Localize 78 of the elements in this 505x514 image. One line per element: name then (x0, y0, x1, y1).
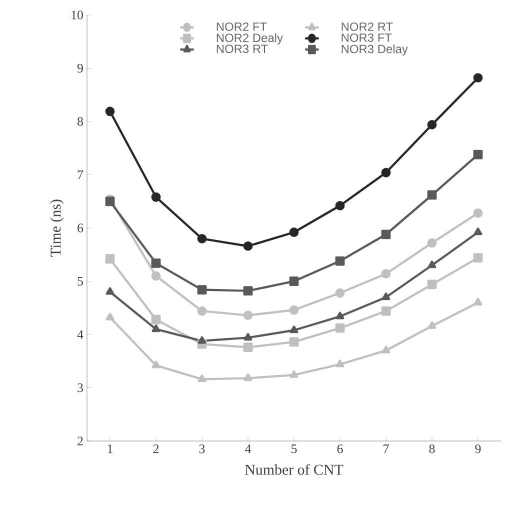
point (382, 292, 390, 300)
point (473, 253, 483, 263)
point (335, 200, 345, 210)
point (198, 336, 206, 344)
point (335, 288, 345, 298)
legend-label: NOR3 Delay (342, 44, 408, 56)
point (105, 106, 115, 116)
point (151, 258, 161, 268)
point (427, 190, 437, 200)
legend-label: NOR3 FT (342, 33, 392, 42)
point (152, 324, 160, 332)
y-tick-label: 4 (77, 330, 84, 339)
point (243, 310, 253, 320)
point (244, 373, 252, 382)
point (197, 306, 207, 316)
x-tick-label: 6 (337, 444, 343, 454)
point (105, 254, 115, 264)
point (474, 298, 482, 306)
legend-label: NOR2 FT (216, 22, 267, 31)
point (474, 228, 482, 236)
point (473, 73, 483, 83)
point (152, 360, 160, 368)
point (381, 230, 391, 240)
y-tick-label: 5 (78, 276, 83, 286)
y-tick-label: 7 (78, 170, 84, 179)
y-axis-title: Time (ns) (50, 200, 64, 257)
y-tick-label: 3 (78, 383, 83, 392)
x-axis-title: Number of CNT (245, 464, 344, 475)
point (106, 312, 114, 320)
point (336, 312, 344, 320)
point (151, 192, 161, 202)
point (428, 260, 436, 268)
point (244, 333, 252, 341)
point (427, 120, 437, 130)
y-tick-label: 9 (77, 64, 83, 73)
point (335, 256, 345, 266)
point (289, 276, 299, 286)
point (381, 269, 391, 278)
legend-label: NOR2 RT (342, 22, 393, 31)
point (335, 323, 345, 333)
x-tick-label: 3 (199, 444, 205, 454)
x-tick-label: 2 (153, 444, 159, 454)
point (198, 374, 206, 382)
point (151, 271, 161, 281)
point (289, 305, 299, 315)
point (197, 234, 207, 244)
point (106, 287, 114, 295)
point (105, 196, 115, 206)
point (427, 280, 437, 290)
point (243, 241, 253, 251)
x-tick-label: 4 (245, 444, 252, 454)
point (197, 285, 207, 294)
y-tick-label: 10 (72, 10, 83, 20)
x-tick-label: 8 (429, 444, 435, 454)
point (151, 314, 161, 324)
point (289, 228, 299, 237)
y-tick-label: 2 (78, 436, 83, 446)
y-tick-label: 6 (78, 224, 84, 232)
point (473, 208, 483, 218)
point (427, 238, 437, 248)
legend-label: NOR2 Dealy (216, 33, 283, 44)
point (243, 286, 253, 296)
x-tick-label: 5 (292, 444, 297, 454)
point (381, 306, 391, 316)
point (289, 337, 299, 347)
point (290, 326, 298, 334)
point (243, 342, 253, 352)
point (290, 370, 298, 378)
x-tick-label: 1 (108, 444, 112, 454)
x-tick-label: 9 (475, 444, 481, 454)
point (473, 150, 483, 160)
point (381, 168, 391, 178)
point (382, 346, 390, 354)
x-tick-label: 7 (384, 444, 389, 453)
point (336, 360, 344, 368)
legend-label: NOR3 RT (216, 44, 268, 54)
point (428, 321, 436, 329)
y-tick-label: 8 (78, 117, 83, 126)
